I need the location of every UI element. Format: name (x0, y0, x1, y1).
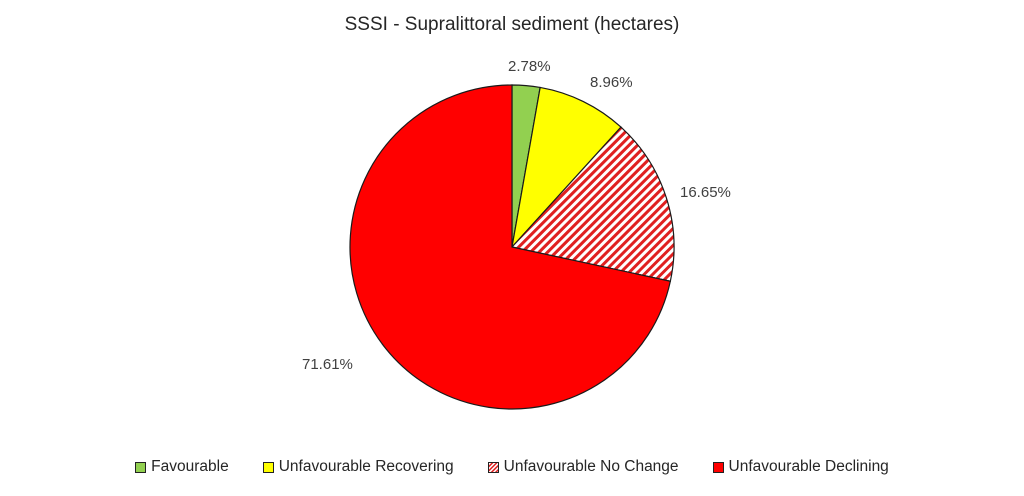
legend-label: Unfavourable Declining (728, 458, 889, 475)
swatch-green-icon (135, 461, 147, 473)
data-label-declining: 71.61% (302, 356, 353, 373)
swatch-yellow-icon (262, 461, 274, 473)
slice-declining[interactable] (349, 84, 672, 410)
chart-title: SSSI - Supralittoral sediment (hectares) (344, 14, 680, 35)
data-label-no-change: 16.65% (680, 184, 731, 201)
data-label-recovering: 8.96% (590, 74, 633, 91)
legend-label: Unfavourable No Change (503, 458, 679, 475)
legend: Favourable Unfavourable Recovering Unfav… (0, 458, 1024, 476)
legend-item-declining[interactable]: Unfavourable Declining (712, 458, 889, 476)
legend-item-no-change[interactable]: Unfavourable No Change (487, 458, 679, 476)
legend-label: Unfavourable Recovering (278, 458, 454, 475)
legend-item-recovering[interactable]: Unfavourable Recovering (262, 458, 454, 476)
legend-label: Favourable (151, 458, 229, 475)
slice-recovering[interactable] (511, 86, 622, 249)
legend-item-favourable[interactable]: Favourable (135, 458, 229, 476)
data-label-favourable: 2.78% (508, 58, 551, 75)
swatch-hatched-icon (487, 461, 499, 473)
slice-no-change[interactable] (510, 126, 675, 282)
pie-slices (349, 84, 675, 410)
swatch-red-icon (712, 461, 724, 473)
